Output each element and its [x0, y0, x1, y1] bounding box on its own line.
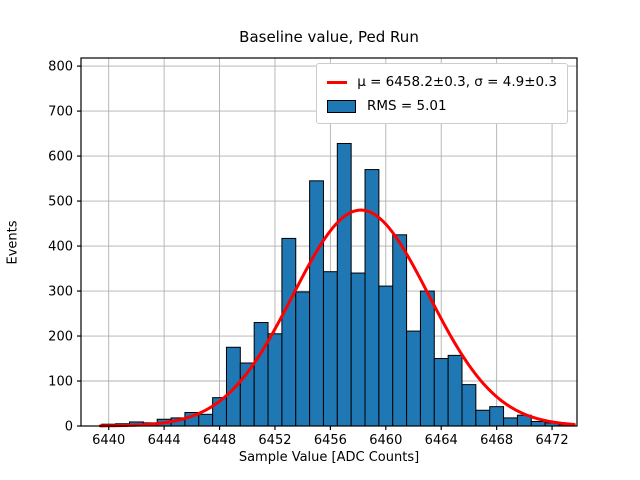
axes-frame — [80, 57, 578, 427]
histogram-bar — [281, 237, 297, 427]
histogram-bar — [309, 180, 324, 427]
histogram-bar — [392, 234, 408, 427]
y-tick-label: 800 — [48, 60, 73, 75]
y-tick-label: 0 — [65, 420, 73, 435]
x-tick-label: 6460 — [369, 433, 402, 448]
histogram-bar — [295, 291, 311, 427]
x-tick-label: 6464 — [425, 433, 458, 448]
y-tick-label: 200 — [48, 330, 73, 345]
histogram-bar — [475, 409, 491, 427]
y-tick-label: 500 — [48, 195, 73, 210]
x-axis-label: Sample Value [ADC Counts] — [238, 450, 420, 465]
histogram-bar — [378, 285, 394, 427]
x-tick-label: 6444 — [148, 433, 181, 448]
histogram-bar — [447, 354, 463, 427]
x-tick-label: 6452 — [258, 433, 291, 448]
x-tick-label: 6468 — [480, 433, 513, 448]
x-tick-label: 6472 — [536, 433, 569, 448]
histogram-bar — [336, 142, 352, 427]
histogram-bar — [419, 290, 435, 427]
legend: μ = 6458.2±0.3, σ = 4.9±0.3 RMS = 5.01 — [316, 63, 568, 124]
histogram-bar — [350, 272, 366, 427]
histogram-bar — [364, 169, 380, 427]
x-tick-label: 6448 — [203, 433, 236, 448]
histogram-bar — [322, 271, 338, 427]
y-tick-label: 300 — [48, 285, 73, 300]
histogram-patch-swatch — [327, 99, 356, 113]
gaussian-fit-line — [98, 208, 576, 428]
histogram-bar — [225, 346, 241, 427]
histogram-bar — [253, 322, 269, 427]
legend-label-hist: RMS = 5.01 — [367, 98, 447, 114]
histogram-bar — [433, 358, 449, 427]
legend-label-fit: μ = 6458.2±0.3, σ = 4.9±0.3 — [357, 74, 557, 90]
x-tick-label: 6440 — [92, 433, 125, 448]
legend-entry-fit: μ = 6458.2±0.3, σ = 4.9±0.3 — [327, 70, 557, 94]
y-axis-label: Events — [5, 220, 21, 265]
y-tick-label: 700 — [48, 105, 73, 120]
histogram-bar — [530, 421, 546, 427]
legend-entry-hist: RMS = 5.01 — [327, 94, 557, 118]
fit-line-swatch — [327, 80, 348, 84]
chart-title: Baseline value, Ped Run — [239, 28, 419, 46]
histogram-bar — [461, 384, 477, 427]
y-tick-label: 400 — [48, 240, 73, 255]
histogram-bar — [406, 330, 421, 427]
histogram-bar — [489, 406, 505, 427]
y-tick-label: 600 — [48, 150, 73, 165]
histogram-bar — [267, 333, 283, 427]
x-tick-label: 6456 — [314, 433, 347, 448]
histogram-bar — [198, 413, 214, 427]
histogram-bar — [503, 417, 518, 427]
y-tick-label: 100 — [48, 375, 73, 390]
